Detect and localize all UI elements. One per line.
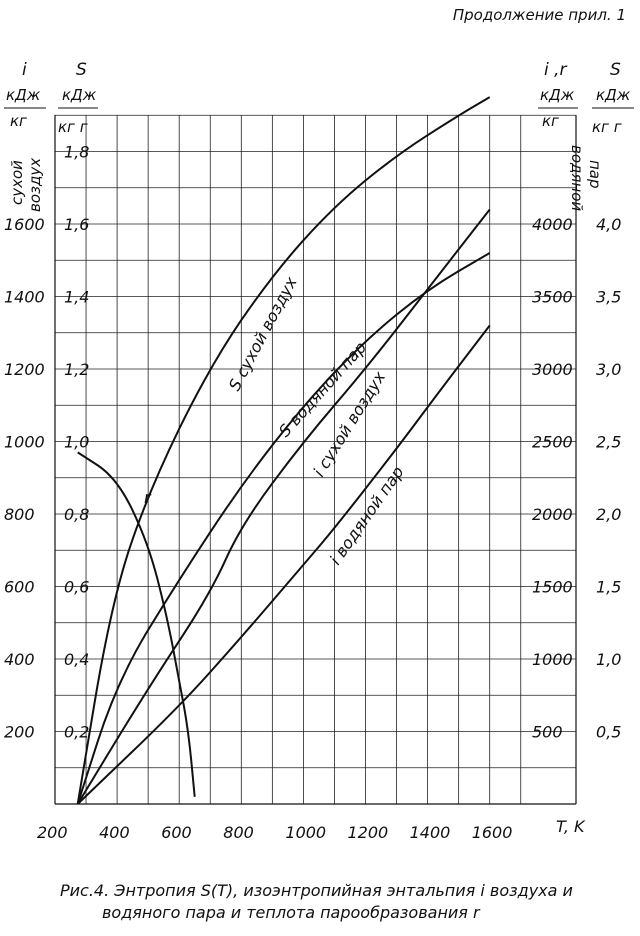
left-s-tick-label: 0,4 — [64, 650, 89, 669]
left-i-tick-label: 600 — [4, 578, 35, 597]
right-s-tick-label: 3,5 — [596, 288, 621, 307]
x-tick-label: 600 — [161, 823, 192, 842]
x-tick-label: 1000 — [285, 823, 326, 842]
left-s-unit-den: кг г — [58, 118, 88, 136]
right-s-unit-num: кДж — [596, 86, 631, 104]
right-i-tick-label: 1000 — [532, 650, 573, 669]
curves — [76, 96, 491, 805]
right-s-tick-label: 2,0 — [596, 505, 621, 524]
right-i-tick-label: 2000 — [532, 505, 573, 524]
left-s-symbol: S — [76, 60, 87, 80]
s-water-vapor-curve — [76, 252, 491, 805]
right-i-tick-label: 3500 — [532, 288, 573, 307]
right-s-unit-den: кг г — [592, 118, 622, 136]
x-tick-label: 1400 — [410, 823, 451, 842]
frame — [54, 115, 577, 805]
right-i-tick-label: 2500 — [532, 433, 573, 452]
right-i-unit-num: кДж — [540, 86, 575, 104]
right-i-sub-1: водяной — [568, 145, 586, 211]
header-note: Продолжение прил. 1 — [452, 6, 626, 24]
right-i-symbol: i ,r — [544, 60, 568, 80]
left-s-tick-label: 1,6 — [64, 215, 89, 234]
left-s-unit-num: кДж — [62, 86, 97, 104]
s-dry-air-curve — [76, 96, 491, 805]
right-s-tick-label: 2,5 — [596, 433, 621, 452]
left-i-symbol: i — [22, 60, 27, 80]
x-tick-label: 1600 — [472, 823, 513, 842]
x-tick-label: 200 — [37, 823, 68, 842]
x-tick-label: 800 — [223, 823, 254, 842]
left-i-unit-num: кДж — [6, 86, 41, 104]
left-s-tick-label: 0,2 — [64, 723, 89, 742]
left-s-tick-label: 1,8 — [64, 143, 89, 162]
r-curve — [77, 451, 196, 797]
left-i-tick-label: 800 — [4, 505, 35, 524]
right-s-symbol: S — [610, 60, 621, 80]
left-i-tick-label: 400 — [4, 650, 35, 669]
right-s-tick-label: 0,5 — [596, 723, 621, 742]
i-water-vapor-curve — [77, 324, 491, 805]
right-s-tick-label: 1,0 — [596, 650, 621, 669]
right-i-tick-label: 3000 — [532, 360, 573, 379]
x-axis-label: T, K — [556, 817, 586, 836]
right-i-sub-2: пар — [586, 160, 604, 189]
left-s-tick-label: 1,0 — [64, 433, 89, 452]
left-i-sub-1: сухой — [8, 160, 26, 205]
right-i-tick-label: 1500 — [532, 578, 573, 597]
left-i-tick-label: 1000 — [4, 433, 45, 452]
caption-line-1: Рис.4. Энтропия S(T), изоэнтропийная энт… — [60, 881, 573, 900]
left-s-tick-label: 1,2 — [64, 360, 89, 379]
right-s-tick-label: 4,0 — [596, 215, 621, 234]
right-s-tick-label: 3,0 — [596, 360, 621, 379]
figure-caption: Рис.4. Энтропия S(T), изоэнтропийная энт… — [60, 880, 620, 924]
chart-svg: i кДж кг сухой воздух S кДж кг г i ,r кД… — [4, 60, 634, 843]
left-i-sub-2: воздух — [26, 158, 44, 212]
left-s-tick-label: 1,4 — [64, 288, 89, 307]
left-i-unit-den: кг — [10, 112, 27, 130]
left-s-tick-label: 0,8 — [64, 505, 89, 524]
tick-labels: 200 400 600 800 1000 1200 1400 1600 200 400 600 800… — [4, 143, 621, 843]
label-r: r — [144, 488, 152, 507]
x-tick-label: 1200 — [348, 823, 389, 842]
left-i-tick-label: 1200 — [4, 360, 45, 379]
left-i-tick-label: 200 — [4, 723, 35, 742]
right-i-tick-label: 4000 — [532, 215, 573, 234]
caption-line-2: водяного пара и теплота парообразования … — [102, 903, 480, 922]
left-i-tick-label: 1600 — [4, 215, 45, 234]
left-s-tick-label: 0,6 — [64, 578, 89, 597]
right-i-unit-den: кг — [542, 112, 559, 130]
left-i-tick-label: 1400 — [4, 288, 45, 307]
i-dry-air-curve — [76, 208, 491, 805]
grid — [55, 114, 576, 804]
x-tick-label: 400 — [99, 823, 130, 842]
right-i-tick-label: 500 — [532, 723, 563, 742]
right-s-tick-label: 1,5 — [596, 578, 621, 597]
label-i-water-vapor: i водяной пар — [326, 463, 408, 569]
